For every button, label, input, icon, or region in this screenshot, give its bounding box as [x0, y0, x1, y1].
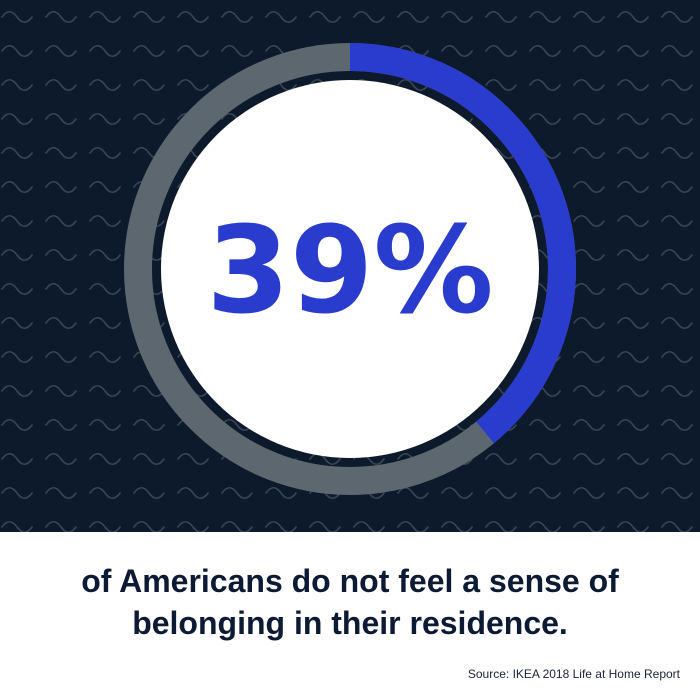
caption: of Americans do not feel a sense of belo…: [0, 560, 700, 644]
donut-center-disc: [161, 80, 539, 458]
chart-panel: 39%: [0, 0, 700, 532]
donut-filled-segment: [124, 43, 576, 495]
source-note: Source: IKEA 2018 Life at Home Report: [467, 667, 680, 681]
caption-line-1: of Americans do not feel a sense of: [81, 563, 619, 599]
donut-chart: 39%: [0, 0, 700, 532]
caption-line-2: belonging in their residence.: [132, 605, 568, 641]
percentage-value: 39%: [206, 202, 493, 341]
